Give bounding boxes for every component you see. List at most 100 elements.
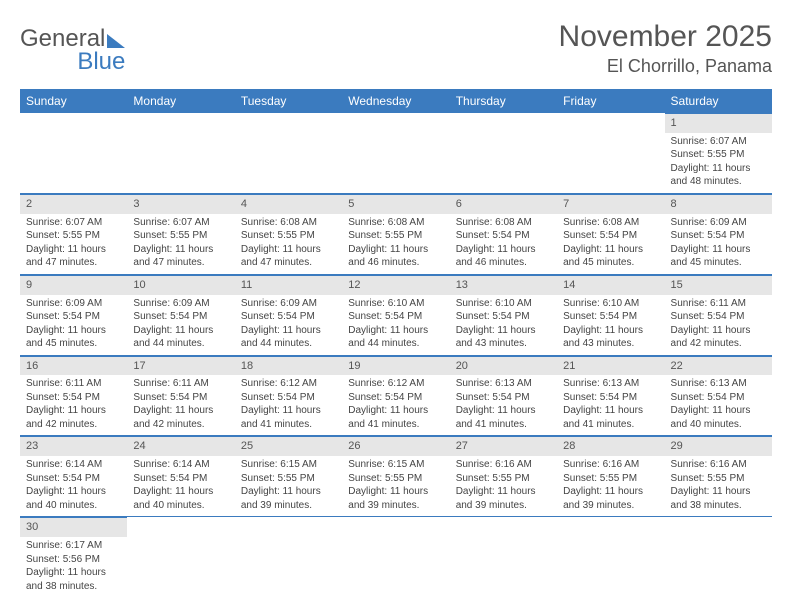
day-info-line: Sunrise: 6:13 AM <box>456 377 551 391</box>
calendar-cell: 9Sunrise: 6:09 AMSunset: 5:54 PMDaylight… <box>20 274 127 355</box>
day-info-line: Daylight: 11 hours <box>348 404 443 418</box>
calendar-cell <box>127 517 234 597</box>
day-info-line: Sunset: 5:54 PM <box>26 310 121 324</box>
day-number: 19 <box>342 356 449 376</box>
day-info-line: and 48 minutes. <box>671 175 766 189</box>
day-info-line: Sunrise: 6:09 AM <box>133 297 228 311</box>
day-number: 5 <box>342 194 449 214</box>
day-info-line: Daylight: 11 hours <box>26 566 121 580</box>
day-info-line: Sunset: 5:55 PM <box>241 229 336 243</box>
day-number: 30 <box>20 517 127 537</box>
day-number: 25 <box>235 436 342 456</box>
day-info-line: Sunset: 5:54 PM <box>563 229 658 243</box>
day-info-line: Sunset: 5:56 PM <box>26 553 121 567</box>
day-info-line: and 38 minutes. <box>26 580 121 594</box>
day-info-line: and 43 minutes. <box>456 337 551 351</box>
day-info-line: Sunrise: 6:13 AM <box>671 377 766 391</box>
calendar-cell: 10Sunrise: 6:09 AMSunset: 5:54 PMDayligh… <box>127 274 234 355</box>
calendar-cell <box>665 517 772 597</box>
day-number: 11 <box>235 275 342 295</box>
day-info-line: Daylight: 11 hours <box>563 324 658 338</box>
day-info-line: and 47 minutes. <box>26 256 121 270</box>
day-info-line: Sunrise: 6:15 AM <box>241 458 336 472</box>
day-number: 18 <box>235 356 342 376</box>
day-info-line: Daylight: 11 hours <box>671 404 766 418</box>
day-info-line: Daylight: 11 hours <box>348 485 443 499</box>
calendar-cell: 22Sunrise: 6:13 AMSunset: 5:54 PMDayligh… <box>665 355 772 436</box>
day-number: 9 <box>20 275 127 295</box>
day-info-line: Sunrise: 6:07 AM <box>133 216 228 230</box>
calendar-cell <box>235 113 342 193</box>
day-number: 6 <box>450 194 557 214</box>
calendar-cell: 4Sunrise: 6:08 AMSunset: 5:55 PMDaylight… <box>235 193 342 274</box>
day-info-line: Sunset: 5:55 PM <box>26 229 121 243</box>
day-number: 15 <box>665 275 772 295</box>
day-info-line: Daylight: 11 hours <box>456 243 551 257</box>
day-info-line: Sunrise: 6:08 AM <box>456 216 551 230</box>
day-info-line: Daylight: 11 hours <box>671 324 766 338</box>
day-info-line: and 41 minutes. <box>241 418 336 432</box>
weekday-header: Wednesday <box>342 89 449 113</box>
day-info-line: Sunset: 5:55 PM <box>671 148 766 162</box>
day-info-line: Daylight: 11 hours <box>26 404 121 418</box>
day-info-line: and 39 minutes. <box>348 499 443 513</box>
day-info-line: Sunrise: 6:09 AM <box>241 297 336 311</box>
day-info-line: Sunset: 5:55 PM <box>348 229 443 243</box>
calendar-table: SundayMondayTuesdayWednesdayThursdayFrid… <box>20 89 772 597</box>
day-info-line: Sunset: 5:54 PM <box>671 391 766 405</box>
day-content: Sunrise: 6:13 AMSunset: 5:54 PMDaylight:… <box>450 375 557 435</box>
calendar-cell: 6Sunrise: 6:08 AMSunset: 5:54 PMDaylight… <box>450 193 557 274</box>
day-info-line: and 44 minutes. <box>133 337 228 351</box>
day-info-line: Daylight: 11 hours <box>133 324 228 338</box>
day-content: Sunrise: 6:08 AMSunset: 5:54 PMDaylight:… <box>450 214 557 274</box>
calendar-cell: 7Sunrise: 6:08 AMSunset: 5:54 PMDaylight… <box>557 193 664 274</box>
weekday-header: Friday <box>557 89 664 113</box>
day-info-line: and 45 minutes. <box>671 256 766 270</box>
day-info-line: Sunset: 5:54 PM <box>671 310 766 324</box>
day-info-line: Daylight: 11 hours <box>133 404 228 418</box>
day-info-line: Sunrise: 6:09 AM <box>26 297 121 311</box>
day-content: Sunrise: 6:09 AMSunset: 5:54 PMDaylight:… <box>665 214 772 274</box>
day-info-line: Sunset: 5:54 PM <box>348 391 443 405</box>
calendar-cell: 2Sunrise: 6:07 AMSunset: 5:55 PMDaylight… <box>20 193 127 274</box>
day-info-line: and 45 minutes. <box>563 256 658 270</box>
day-content: Sunrise: 6:11 AMSunset: 5:54 PMDaylight:… <box>20 375 127 435</box>
calendar-cell <box>235 517 342 597</box>
day-info-line: Sunrise: 6:10 AM <box>456 297 551 311</box>
day-info-line: Sunrise: 6:08 AM <box>241 216 336 230</box>
day-number: 12 <box>342 275 449 295</box>
day-info-line: and 42 minutes. <box>671 337 766 351</box>
day-number: 29 <box>665 436 772 456</box>
day-info-line: Sunset: 5:54 PM <box>456 310 551 324</box>
calendar-cell: 20Sunrise: 6:13 AMSunset: 5:54 PMDayligh… <box>450 355 557 436</box>
day-number: 20 <box>450 356 557 376</box>
day-info-line: Daylight: 11 hours <box>671 243 766 257</box>
day-content: Sunrise: 6:10 AMSunset: 5:54 PMDaylight:… <box>342 295 449 355</box>
day-info-line: Sunrise: 6:16 AM <box>456 458 551 472</box>
day-info-line: and 39 minutes. <box>563 499 658 513</box>
day-info-line: Sunrise: 6:08 AM <box>563 216 658 230</box>
day-info-line: Sunrise: 6:13 AM <box>563 377 658 391</box>
day-number: 2 <box>20 194 127 214</box>
day-number: 22 <box>665 356 772 376</box>
calendar-cell <box>450 517 557 597</box>
location-label: El Chorrillo, Panama <box>559 56 772 77</box>
calendar-cell: 29Sunrise: 6:16 AMSunset: 5:55 PMDayligh… <box>665 436 772 517</box>
day-content: Sunrise: 6:07 AMSunset: 5:55 PMDaylight:… <box>127 214 234 274</box>
day-info-line: Daylight: 11 hours <box>563 485 658 499</box>
day-number: 27 <box>450 436 557 456</box>
day-content: Sunrise: 6:16 AMSunset: 5:55 PMDaylight:… <box>665 456 772 516</box>
day-info-line: Daylight: 11 hours <box>563 404 658 418</box>
calendar-cell: 24Sunrise: 6:14 AMSunset: 5:54 PMDayligh… <box>127 436 234 517</box>
calendar-cell: 14Sunrise: 6:10 AMSunset: 5:54 PMDayligh… <box>557 274 664 355</box>
day-info-line: Sunset: 5:54 PM <box>456 229 551 243</box>
calendar-cell: 17Sunrise: 6:11 AMSunset: 5:54 PMDayligh… <box>127 355 234 436</box>
day-info-line: and 46 minutes. <box>348 256 443 270</box>
brand-logo-full: General Blue <box>20 28 125 74</box>
weekday-header-row: SundayMondayTuesdayWednesdayThursdayFrid… <box>20 89 772 113</box>
day-info-line: Sunset: 5:54 PM <box>456 391 551 405</box>
day-content: Sunrise: 6:07 AMSunset: 5:55 PMDaylight:… <box>20 214 127 274</box>
day-content: Sunrise: 6:13 AMSunset: 5:54 PMDaylight:… <box>557 375 664 435</box>
calendar-cell: 30Sunrise: 6:17 AMSunset: 5:56 PMDayligh… <box>20 517 127 597</box>
day-content: Sunrise: 6:11 AMSunset: 5:54 PMDaylight:… <box>665 295 772 355</box>
